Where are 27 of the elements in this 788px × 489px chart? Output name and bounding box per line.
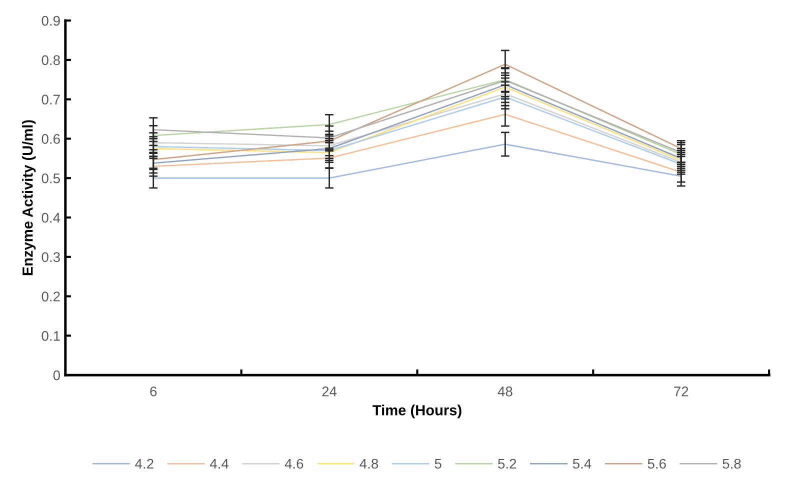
y-tick-label: 0.3 — [42, 252, 60, 262]
y-tick-label: 0.6 — [42, 134, 60, 144]
legend-label: 5 — [434, 458, 442, 469]
legend-label: 4.2 — [135, 458, 154, 469]
y-tick-label: 0.7 — [42, 94, 60, 104]
y-tick-label: 0.2 — [42, 292, 60, 302]
legend-label: 5.8 — [722, 458, 741, 469]
x-tick-label: 48 — [498, 386, 512, 396]
y-tick-label: 0.8 — [42, 55, 60, 66]
legend-label: 5.6 — [648, 458, 666, 469]
x-tick-label: 72 — [674, 386, 688, 396]
x-axis-title: Time (Hours) — [372, 404, 462, 418]
legend-label: 4.8 — [360, 458, 378, 469]
legend-label: 4.6 — [284, 458, 304, 469]
legend-label: 4.4 — [210, 458, 229, 469]
y-tick-label: 0.1 — [42, 331, 60, 341]
x-tick-label: 6 — [150, 386, 157, 396]
legend-label: 5.4 — [572, 458, 592, 469]
y-tick-label: 0.9 — [42, 16, 60, 26]
y-axis-title: Enzyme Activity (U/ml) — [22, 120, 36, 276]
x-tick-label: 24 — [322, 386, 337, 396]
y-tick-label: 0 — [53, 370, 60, 380]
legend-label: 5.2 — [498, 458, 516, 469]
y-tick-label: 0.4 — [42, 212, 60, 223]
line-series — [152, 114, 682, 173]
y-tick-label: 0.5 — [42, 173, 60, 184]
line-series — [152, 64, 682, 160]
